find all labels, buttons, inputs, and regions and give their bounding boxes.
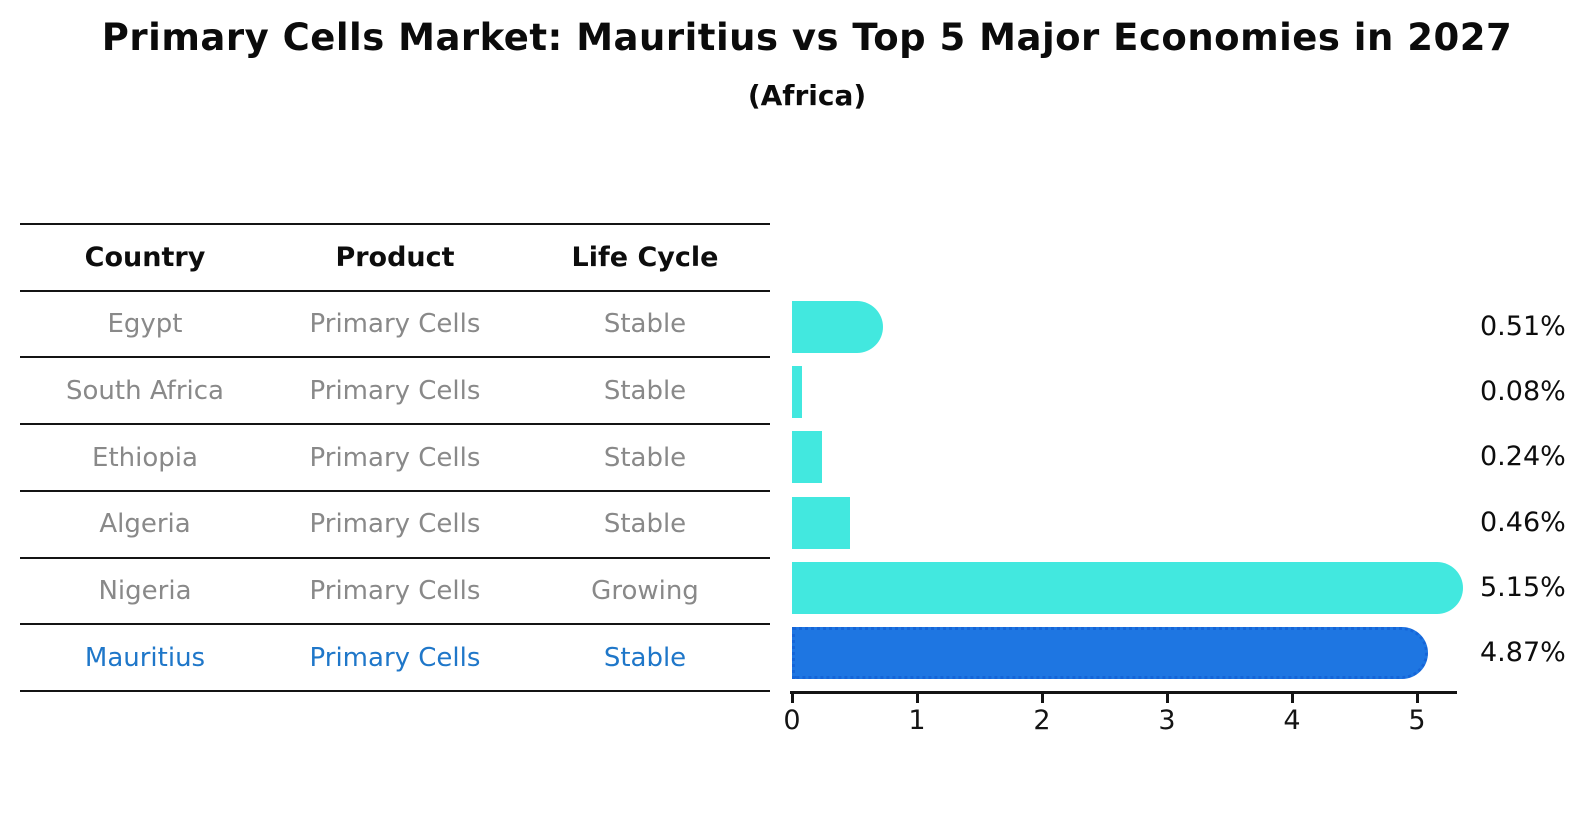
x-tick-label: 3	[1158, 705, 1176, 736]
table-row: South Africa Primary Cells Stable	[20, 358, 770, 426]
table-cell-life-cycle: Stable	[603, 309, 687, 340]
bar-ethiopia	[792, 431, 822, 483]
table-cell-life-cycle: Stable	[603, 442, 687, 473]
table-header-row: Country Product Life Cycle	[20, 225, 770, 292]
bar-value-label: 5.15%	[1480, 572, 1566, 603]
x-tick-label: 2	[1033, 705, 1051, 736]
table-cell-product: Primary Cells	[309, 509, 481, 540]
bar-value-label: 0.08%	[1480, 376, 1566, 407]
bar-plot: 0.51% 0.08% 0.24% 0.46% 5.15% 4.87%	[792, 0, 1586, 823]
x-tick-label: 0	[783, 705, 801, 736]
bar-mauritius	[792, 627, 1428, 679]
table-cell-product: Primary Cells	[309, 575, 481, 606]
bar-value-label: 4.87%	[1480, 637, 1566, 668]
table-cell-life-cycle: Stable	[603, 375, 687, 406]
table-cell-life-cycle: Stable	[603, 642, 687, 673]
bar-egypt	[792, 301, 883, 353]
chart-subtitle: (Africa)	[747, 79, 867, 112]
table-cell-product: Primary Cells	[309, 375, 481, 406]
table-cell-country: Egypt	[107, 309, 183, 340]
comparison-table: Country Product Life Cycle Egypt Primary …	[20, 223, 770, 693]
table-header-country: Country	[84, 241, 206, 273]
bar-value-label: 0.51%	[1480, 311, 1566, 342]
table-cell-country: Ethiopia	[92, 442, 198, 473]
table-row: Mauritius Primary Cells Stable	[20, 625, 770, 693]
x-tick-mark	[1041, 694, 1044, 703]
table-cell-product: Primary Cells	[309, 309, 481, 340]
table-cell-product: Primary Cells	[309, 642, 481, 673]
x-tick-mark	[1166, 694, 1169, 703]
table-cell-product: Primary Cells	[309, 442, 481, 473]
bar-value-label: 0.46%	[1480, 507, 1566, 538]
table-cell-country: Algeria	[99, 509, 191, 540]
x-tick-mark	[916, 694, 919, 703]
x-tick-label: 1	[908, 705, 926, 736]
table-cell-country: Nigeria	[98, 575, 192, 606]
bar-south-africa	[792, 366, 802, 418]
chart-title: Primary Cells Market: Mauritius vs Top 5…	[101, 16, 1513, 59]
table-header-life-cycle: Life Cycle	[571, 241, 719, 273]
table-cell-country: South Africa	[66, 375, 224, 406]
table-row: Nigeria Primary Cells Growing	[20, 559, 770, 626]
bar-nigeria	[792, 562, 1463, 614]
table-cell-life-cycle: Growing	[591, 575, 699, 606]
bar-algeria	[792, 497, 850, 549]
table-row: Ethiopia Primary Cells Stable	[20, 425, 770, 492]
table-row: Algeria Primary Cells Stable	[20, 492, 770, 559]
x-tick-label: 4	[1283, 705, 1301, 736]
table-cell-country: Mauritius	[84, 642, 206, 673]
x-axis-line	[790, 691, 1457, 694]
x-tick-mark	[791, 694, 794, 703]
x-tick-mark	[1416, 694, 1419, 703]
x-tick-mark	[1291, 694, 1294, 703]
table-row: Egypt Primary Cells Stable	[20, 292, 770, 359]
x-tick-label: 5	[1408, 705, 1426, 736]
bar-value-label: 0.24%	[1480, 441, 1566, 472]
table-cell-life-cycle: Stable	[603, 509, 687, 540]
table-header-product: Product	[335, 241, 455, 273]
